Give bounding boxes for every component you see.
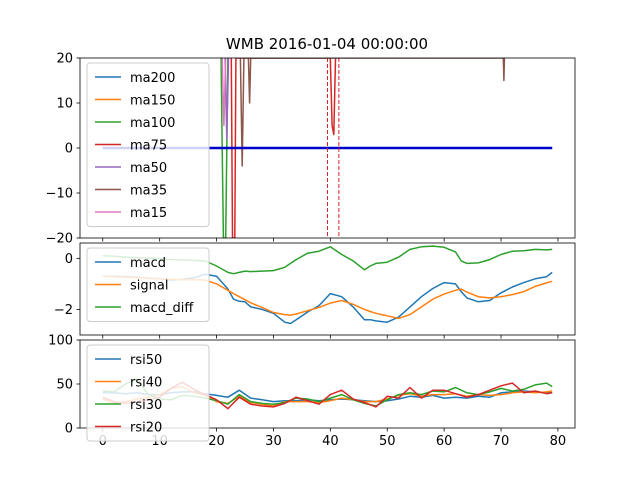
legend-label-rsi40: rsi40 [130,376,162,391]
series-line-ma15 [221,58,227,127]
legend-label-ma75: ma75 [130,139,167,154]
x-tick-label: 40 [322,434,339,449]
legend-label-macd_diff: macd_diff [130,301,194,316]
y-tick-label: −20 [46,232,73,247]
x-tick-label: 20 [208,434,225,449]
y-tick-label: 50 [56,378,73,393]
y-tick-label: −10 [46,187,73,202]
x-tick-label: 80 [550,434,567,449]
legend-label-ma150: ma150 [130,94,175,109]
y-tick-label: 0 [65,142,73,157]
axes-frame-macd [79,242,576,336]
legend-label-ma50: ma50 [130,161,167,176]
legend-rsi: rsi50 rsi40 rsi30 rsi20 [86,344,210,442]
panel-macd: 0 −2 macd signal macd_diff [54,242,576,339]
y-tick-label: 20 [56,52,73,67]
x-tick-label: 50 [379,434,396,449]
legend-ma: ma200 ma150 ma100 ma75 ma50 ma35 ma15 [86,62,210,227]
legend-box [86,344,210,442]
legend-box [86,62,210,227]
plot-area-ma [102,58,553,238]
x-tick-label: 70 [493,434,510,449]
legend-label-macd: macd [130,256,166,271]
legend-label-ma100: ma100 [130,116,175,131]
legend-label-ma35: ma35 [130,184,167,199]
legend-label-rsi30: rsi30 [130,398,162,413]
panel-ma: 20100−10−20ma200ma150ma100ma75ma50ma35ma… [46,52,576,247]
x-tick-label: 60 [436,434,453,449]
y-tick-label: 10 [56,97,73,112]
legend-label-rsi50: rsi50 [130,353,162,368]
legend-label-ma15: ma15 [130,206,167,221]
chart-title: WMB 2016-01-04 00:00:00 [226,35,428,53]
legend-label-rsi20: rsi20 [130,421,162,436]
series-line-ma35 [239,58,506,167]
y-tick-label: 100 [48,334,73,349]
legend-box [86,247,210,322]
y-tick-label: 0 [65,252,73,267]
y-tick-label: −2 [54,303,73,318]
y-tick-label: 0 [65,422,73,437]
legend-label-ma200: ma200 [130,71,175,86]
x-tick-label: 30 [265,434,282,449]
legend-macd: macd signal macd_diff [86,247,210,322]
series-line-ma75 [230,58,337,238]
panel-rsi: 01020304050607080100500rsi50rsi40rsi30rs… [48,334,576,449]
plot-layer: 20100−10−20ma200ma150ma100ma75ma50ma35ma… [46,52,576,449]
legend-label-signal: signal [130,279,168,294]
